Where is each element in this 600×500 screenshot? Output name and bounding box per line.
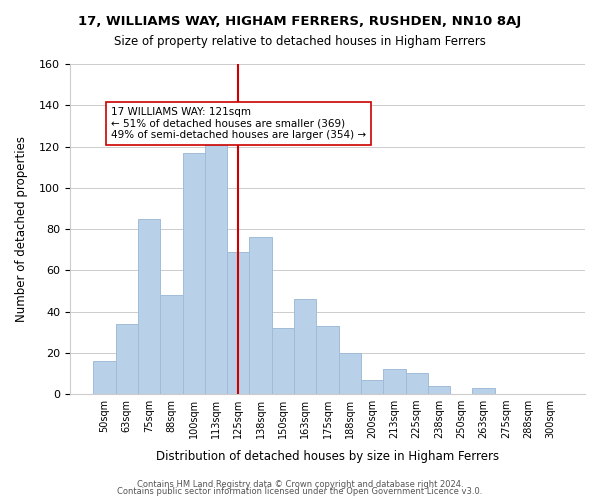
Bar [160,295,182,394]
Bar [472,388,495,394]
Bar [250,238,272,394]
Bar [94,361,116,394]
Bar [227,252,250,394]
Text: 17 WILLIAMS WAY: 121sqm
← 51% of detached houses are smaller (369)
49% of semi-d: 17 WILLIAMS WAY: 121sqm ← 51% of detache… [111,107,366,140]
Bar [316,326,338,394]
Text: 17, WILLIAMS WAY, HIGHAM FERRERS, RUSHDEN, NN10 8AJ: 17, WILLIAMS WAY, HIGHAM FERRERS, RUSHDE… [79,15,521,28]
Bar [383,370,406,394]
Text: Contains HM Land Registry data © Crown copyright and database right 2024.: Contains HM Land Registry data © Crown c… [137,480,463,489]
Bar [272,328,294,394]
Bar [338,353,361,394]
X-axis label: Distribution of detached houses by size in Higham Ferrers: Distribution of detached houses by size … [156,450,499,462]
Bar [406,374,428,394]
Bar [294,299,316,394]
Bar [361,380,383,394]
Bar [138,218,160,394]
Y-axis label: Number of detached properties: Number of detached properties [15,136,28,322]
Bar [205,134,227,394]
Bar [428,386,450,394]
Text: Size of property relative to detached houses in Higham Ferrers: Size of property relative to detached ho… [114,35,486,48]
Bar [116,324,138,394]
Text: Contains public sector information licensed under the Open Government Licence v3: Contains public sector information licen… [118,487,482,496]
Bar [182,152,205,394]
